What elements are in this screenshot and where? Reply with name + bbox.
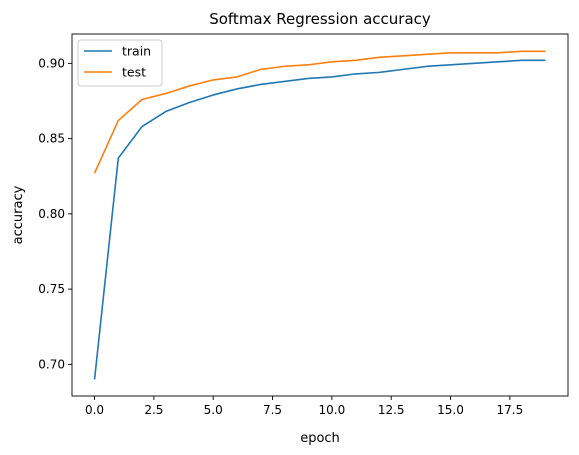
legend-label-test: test bbox=[122, 65, 146, 80]
series-line-train bbox=[93, 59, 546, 380]
y-tick-label: 0.80 bbox=[38, 207, 65, 221]
x-tick-label: 10.0 bbox=[319, 403, 346, 417]
x-tick-label: 0.0 bbox=[85, 403, 104, 417]
chart-title: Softmax Regression accuracy bbox=[209, 10, 431, 28]
axes-frame bbox=[71, 33, 569, 397]
plot-area bbox=[93, 50, 546, 380]
x-tick-label: 7.5 bbox=[263, 403, 282, 417]
y-axis-label: accuracy bbox=[11, 185, 26, 244]
y-tick-label: 0.70 bbox=[38, 357, 65, 371]
x-tick-label: 2.5 bbox=[144, 403, 163, 417]
legend-label-train: train bbox=[122, 44, 151, 59]
x-tick-label: 17.5 bbox=[496, 403, 523, 417]
x-tick-label: 12.5 bbox=[378, 403, 405, 417]
series-line-test bbox=[93, 50, 546, 174]
x-tick-label: 5.0 bbox=[204, 403, 223, 417]
x-axis-label: epoch bbox=[300, 431, 340, 446]
legend: train test bbox=[77, 39, 163, 87]
x-tick-label: 15.0 bbox=[437, 403, 464, 417]
y-tick-label: 0.75 bbox=[38, 282, 65, 296]
y-tick-label: 0.90 bbox=[38, 56, 65, 70]
axes: 0.0 2.5 5.0 7.5 10.0 12.5 15.0 17.5 0.70 0.75 0.80… bbox=[38, 33, 569, 417]
y-tick-label: 0.85 bbox=[38, 132, 65, 146]
